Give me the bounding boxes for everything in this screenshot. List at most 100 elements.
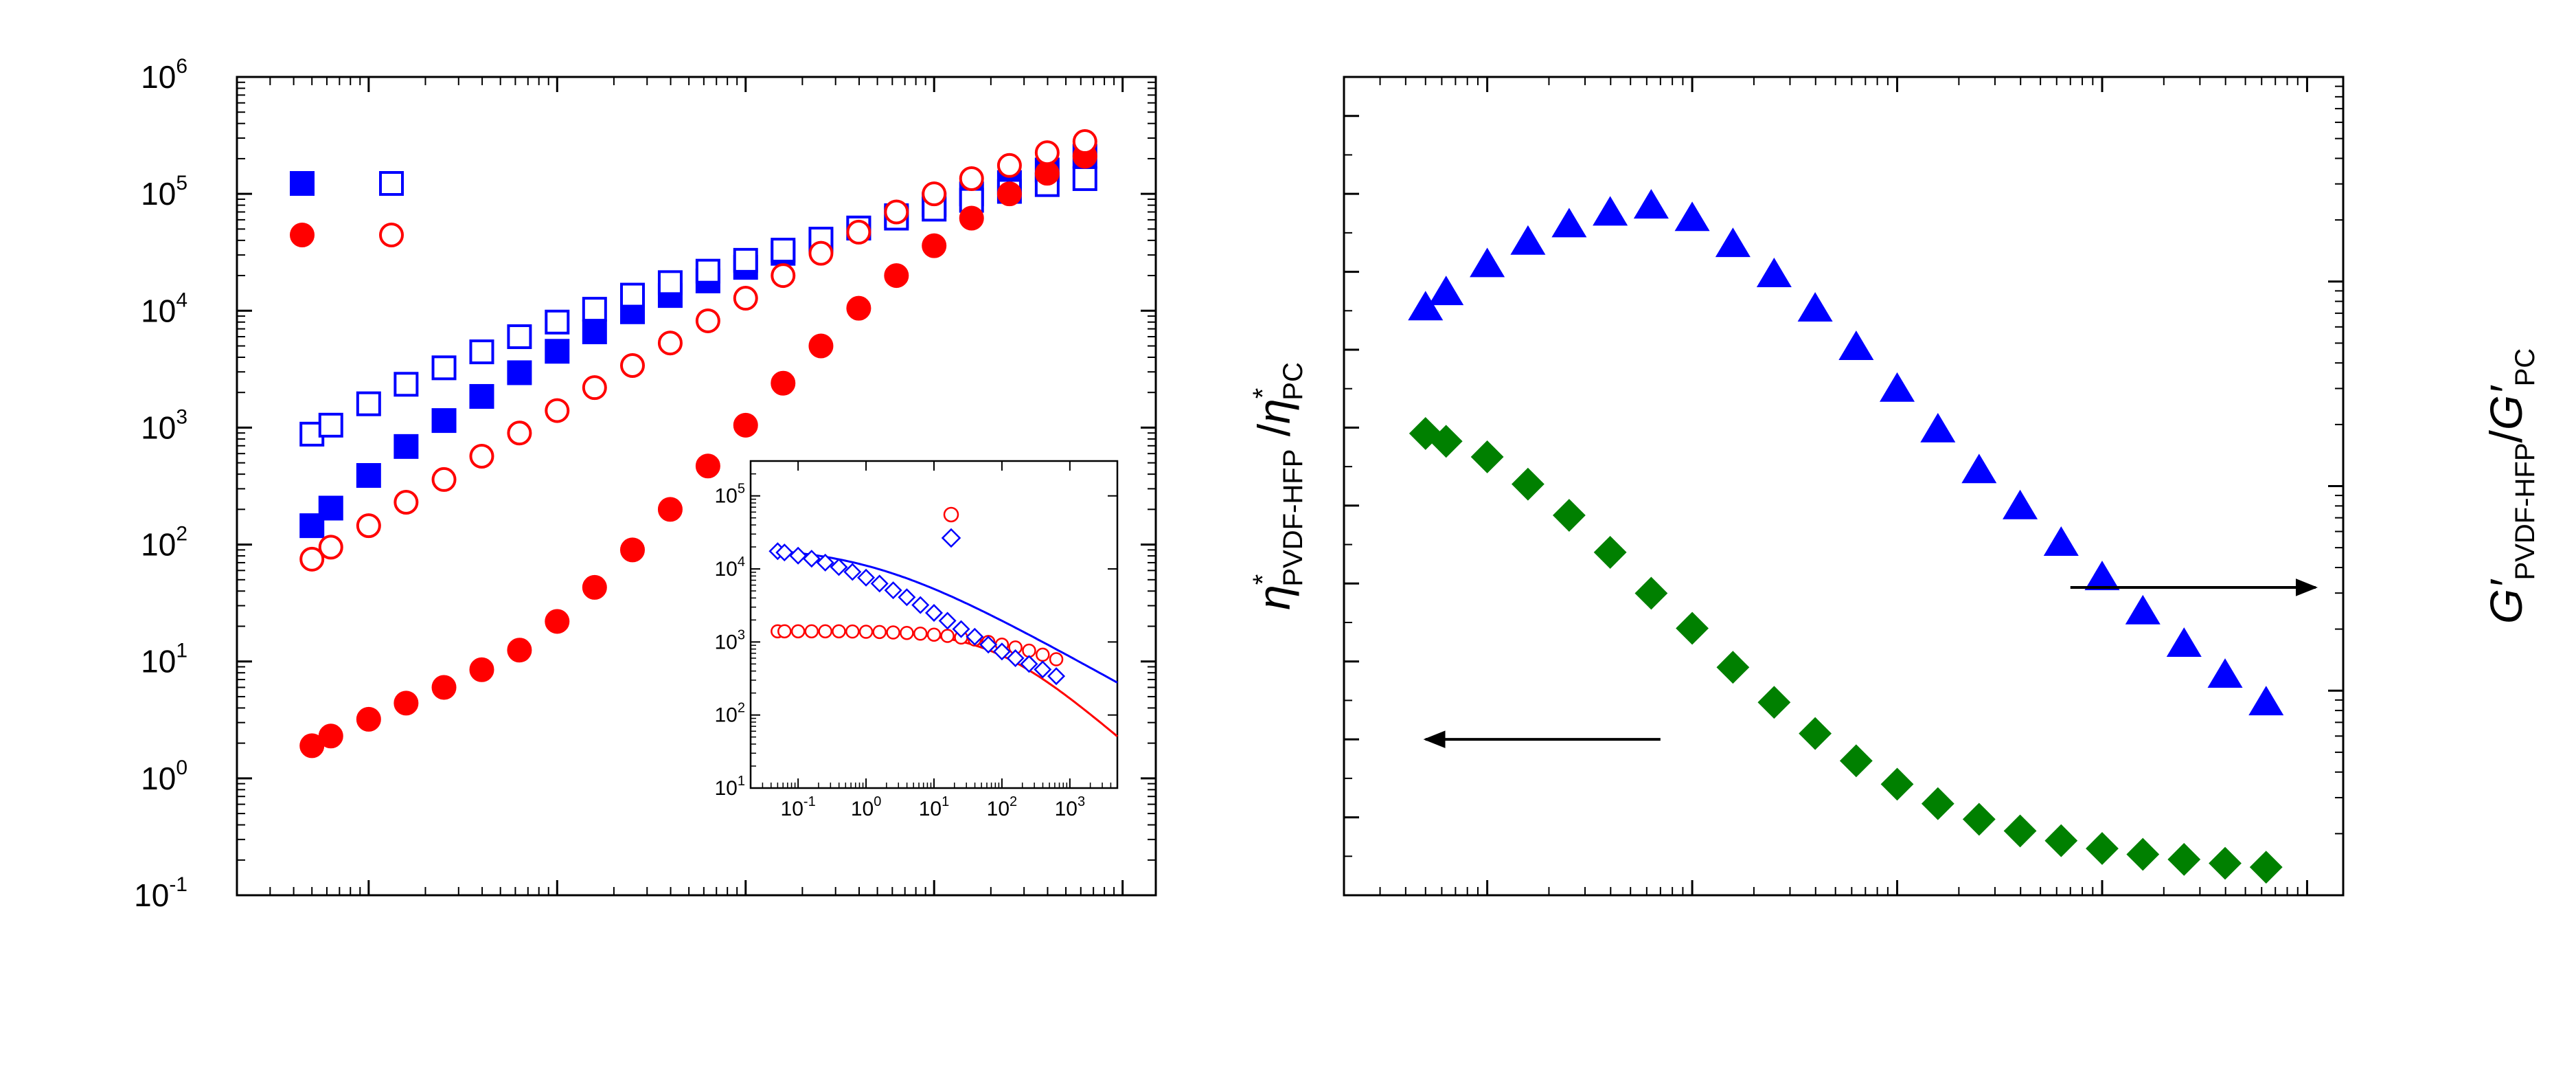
inset-series-1 [768, 542, 1118, 686]
y-axis-a: 10-1 100 101 102 103 104 105 106 [134, 55, 1156, 913]
y-tick-label-a: 101 [141, 640, 187, 680]
data-point [582, 319, 607, 344]
data-point [657, 497, 683, 522]
data-point [1715, 227, 1751, 258]
data-point [299, 733, 325, 759]
inset-data-point [1006, 649, 1025, 667]
data-point [318, 495, 343, 521]
data-point [808, 333, 834, 359]
y-axis-title-right-b: G′PVDF-HFP/G′PC [2481, 348, 2540, 624]
data-point [1716, 651, 1750, 684]
data-point [2167, 842, 2201, 876]
data-point [394, 490, 419, 515]
data-point [299, 513, 325, 539]
data-point [394, 372, 419, 397]
data-point [1551, 207, 1587, 238]
y-tick-label-a: 100 [141, 756, 187, 796]
data-point [318, 412, 343, 438]
y-axis-title-left-b: η*PVDF-HFP /η*PC [1248, 362, 1308, 610]
data-point [1511, 467, 1545, 501]
data-point [2209, 846, 2242, 880]
data-point [582, 297, 607, 322]
inset-data-point [900, 625, 914, 640]
inset-x-tick-label: 103 [1055, 794, 1086, 820]
y-tick-label-a: 106 [141, 55, 187, 95]
data-point [431, 675, 457, 700]
y-tick-label-a: 102 [141, 523, 187, 563]
inset-data-point [940, 629, 955, 643]
data-point [1593, 536, 1627, 569]
data-point [1633, 189, 1669, 219]
data-point [771, 370, 796, 396]
data-point [507, 324, 532, 350]
data-point [1676, 611, 1709, 645]
inset-data-point [1020, 655, 1038, 673]
inset-x-tick-label: 101 [919, 794, 950, 820]
inset-data-point [913, 626, 928, 641]
data-point [1072, 166, 1097, 191]
inset-data-point [886, 625, 900, 640]
inset-legend-marker [943, 506, 959, 523]
inset-data-point [1022, 643, 1036, 658]
inset-data-point [802, 550, 821, 568]
inset-data-point [952, 620, 970, 638]
series-b-0 [1409, 417, 2283, 884]
data-point [884, 263, 909, 289]
data-point [959, 166, 984, 191]
inset-data-point [843, 563, 862, 581]
data-point [507, 420, 532, 446]
inset-x-tick-label: 102 [987, 794, 1018, 820]
data-point [1920, 412, 1956, 442]
data-point [2043, 526, 2079, 556]
data-point [356, 513, 381, 539]
data-point [733, 412, 758, 438]
data-point [2084, 561, 2120, 590]
data-point [582, 574, 607, 600]
inset-data-point [832, 624, 846, 639]
data-point [1838, 330, 1874, 361]
inset-a: 10-1 100 101 102 103 101 102 103 104 105 [715, 460, 1119, 820]
data-point [884, 199, 909, 225]
data-point [1408, 291, 1444, 321]
inset-data-point [1034, 660, 1052, 679]
data-point [2086, 832, 2119, 865]
data-point [619, 537, 645, 563]
inset-data-point [818, 624, 832, 639]
inset-data-point [926, 627, 942, 642]
inset-data-point [775, 543, 794, 562]
data-point [356, 706, 381, 732]
data-point [2126, 838, 2160, 871]
data-point [619, 353, 645, 379]
legend-marker-filled [290, 223, 315, 247]
inset-data-point [884, 581, 902, 600]
data-point [1839, 744, 1873, 778]
data-point [657, 270, 683, 295]
data-point [582, 375, 607, 401]
data-point [1757, 686, 1791, 719]
data-point [545, 609, 570, 634]
data-point [1797, 292, 1833, 322]
data-point [771, 238, 796, 263]
legend-marker-open [379, 171, 404, 196]
data-point [299, 546, 325, 572]
data-point [469, 383, 494, 409]
data-point [1880, 372, 1915, 402]
data-point [1921, 787, 1954, 820]
inset-data-point [898, 588, 916, 607]
inset-data-point [924, 604, 944, 622]
data-point [1428, 276, 1464, 306]
inset-data-point [804, 624, 819, 639]
data-point [695, 453, 720, 479]
data-point [1510, 225, 1546, 255]
data-point [2166, 627, 2202, 657]
data-point [2003, 814, 2037, 848]
inset-data-point [911, 596, 930, 614]
data-point [1552, 499, 1586, 532]
inset-data-point [816, 553, 834, 572]
legend-marker-open [379, 223, 404, 247]
inset-data-point [992, 642, 1011, 661]
inset-data-point [872, 625, 887, 640]
inset-data-point [858, 625, 874, 639]
data-point [1072, 129, 1097, 155]
